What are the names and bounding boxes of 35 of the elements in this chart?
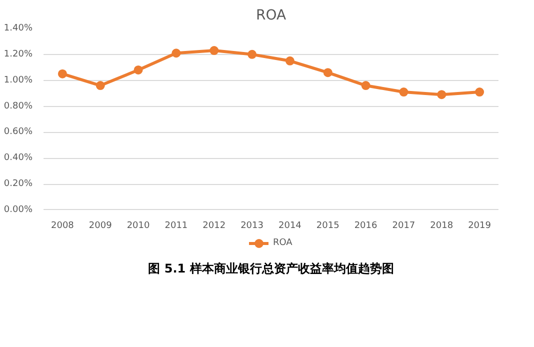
x-tick-label: 2009: [88, 220, 112, 231]
point: [323, 68, 332, 78]
x-tick-label: 2013: [240, 220, 264, 231]
y-tick-label: 0.20%: [4, 179, 33, 190]
point: [96, 81, 105, 90]
y-tick-label: 0.00%: [4, 204, 33, 215]
point: [475, 88, 484, 96]
legend-label: ROA: [273, 238, 293, 248]
point: [210, 46, 219, 56]
point: [58, 69, 67, 78]
x-tick-label: 2015: [316, 220, 340, 231]
point: [399, 88, 408, 96]
y-tick-label: 1.40%: [4, 24, 33, 34]
chart-title: ROA: [256, 8, 286, 24]
x-tick-label: 2012: [202, 220, 226, 231]
caption: 图 5.1 样本商业银行总资产收益率均值趋势图: [148, 262, 394, 276]
y-tick-label: 0.60%: [4, 127, 33, 138]
x-tick-label: 2016: [354, 220, 378, 231]
point: [437, 90, 446, 100]
point: [134, 65, 143, 74]
x-tick-label: 2018: [430, 220, 454, 231]
x-tick-label: 2019: [468, 220, 492, 231]
y-tick-label: 0.80%: [4, 101, 33, 112]
point: [248, 50, 257, 59]
x-tick-label: 2008: [51, 220, 74, 231]
x-tick-label: 2011: [164, 220, 188, 231]
x-tick-label: 2014: [278, 220, 302, 231]
point: [361, 81, 370, 90]
x-tick-label: 2017: [392, 220, 416, 231]
point: [172, 48, 181, 58]
point: [285, 56, 294, 66]
y-tick-label: 1.20%: [4, 49, 33, 60]
y-tick-label: 1.00%: [4, 75, 33, 86]
x-tick-label: 2010: [126, 220, 150, 231]
y-tick-label: 0.40%: [4, 153, 33, 164]
